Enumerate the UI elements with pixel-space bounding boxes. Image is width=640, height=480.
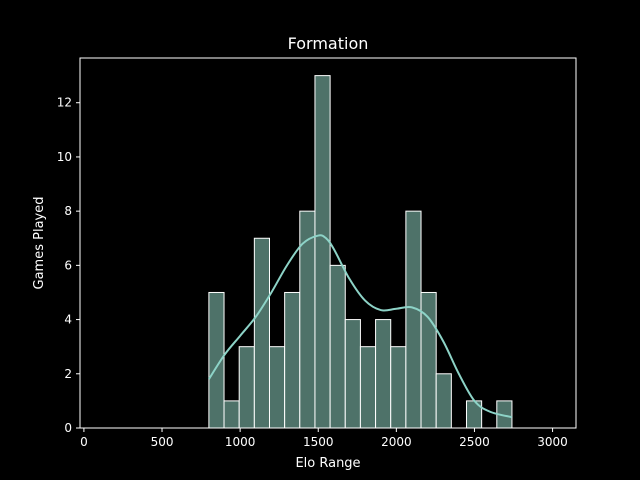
chart-title: Formation <box>288 34 369 53</box>
x-tick-label: 1500 <box>303 435 334 449</box>
y-tick-label: 0 <box>64 421 72 435</box>
x-axis: 0 500 1000 1500 2000 2500 3000 <box>80 428 568 449</box>
y-tick-label: 6 <box>64 258 72 272</box>
histogram-bar <box>223 400 240 429</box>
histogram-bar <box>268 346 286 429</box>
x-tick-label: 3000 <box>537 435 568 449</box>
histogram-bar <box>435 373 452 429</box>
kde-curve <box>208 234 513 419</box>
histogram-bar <box>359 346 377 429</box>
histogram-bar <box>238 346 255 429</box>
x-tick-label: 2500 <box>459 435 490 449</box>
histogram-bar <box>375 319 392 429</box>
histogram-bar <box>390 346 407 429</box>
histogram-bar <box>314 75 331 429</box>
histogram-bar <box>253 237 270 429</box>
y-tick-label: 12 <box>57 96 72 110</box>
plot-frame <box>79 57 577 429</box>
y-tick-label: 8 <box>64 204 72 218</box>
y-tick-label: 2 <box>64 367 72 381</box>
x-axis-label: Elo Range <box>295 456 360 471</box>
histogram-bar <box>329 264 346 429</box>
y-tick-label: 4 <box>64 313 72 327</box>
histogram-bar <box>344 319 361 429</box>
x-tick-label: 500 <box>151 435 174 449</box>
x-tick-label: 1000 <box>225 435 256 449</box>
y-tick-label: 10 <box>57 150 72 164</box>
histogram-bars <box>208 75 513 429</box>
x-tick-label: 0 <box>80 435 88 449</box>
histogram-bar <box>405 210 422 429</box>
y-axis: 0 2 4 6 8 10 12 <box>57 96 80 435</box>
y-axis-label: Games Played <box>32 197 47 290</box>
x-tick-label: 2000 <box>381 435 412 449</box>
histogram-bar <box>284 291 301 429</box>
